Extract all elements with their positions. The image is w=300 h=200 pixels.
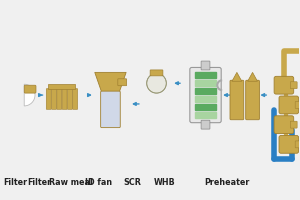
FancyBboxPatch shape: [290, 82, 297, 89]
Text: Raw meal: Raw meal: [49, 178, 93, 187]
FancyBboxPatch shape: [101, 91, 120, 128]
FancyBboxPatch shape: [24, 85, 36, 93]
FancyBboxPatch shape: [62, 89, 67, 109]
FancyBboxPatch shape: [290, 121, 297, 128]
Polygon shape: [248, 72, 257, 81]
FancyBboxPatch shape: [195, 80, 216, 86]
FancyBboxPatch shape: [195, 104, 216, 110]
Text: Filter: Filter: [27, 178, 51, 187]
FancyBboxPatch shape: [68, 89, 72, 109]
FancyBboxPatch shape: [73, 89, 78, 109]
Text: ID fan: ID fan: [85, 178, 112, 187]
FancyBboxPatch shape: [295, 141, 300, 148]
FancyBboxPatch shape: [52, 89, 56, 109]
Polygon shape: [95, 72, 126, 92]
FancyBboxPatch shape: [201, 61, 210, 70]
FancyBboxPatch shape: [195, 96, 216, 102]
FancyBboxPatch shape: [274, 76, 294, 94]
FancyBboxPatch shape: [201, 120, 210, 129]
Text: SCR: SCR: [124, 178, 141, 187]
FancyBboxPatch shape: [46, 89, 51, 109]
FancyBboxPatch shape: [279, 96, 298, 114]
Text: WHB: WHB: [154, 178, 176, 187]
FancyBboxPatch shape: [230, 80, 244, 120]
FancyBboxPatch shape: [246, 80, 260, 120]
Wedge shape: [24, 84, 35, 106]
FancyBboxPatch shape: [274, 116, 294, 134]
Text: Filter: Filter: [4, 178, 28, 187]
FancyBboxPatch shape: [57, 89, 62, 109]
FancyBboxPatch shape: [190, 67, 221, 123]
Text: Preheater: Preheater: [204, 178, 249, 187]
FancyBboxPatch shape: [118, 79, 127, 86]
FancyBboxPatch shape: [195, 88, 216, 94]
FancyBboxPatch shape: [195, 112, 216, 118]
FancyBboxPatch shape: [48, 84, 75, 89]
Polygon shape: [232, 72, 242, 81]
FancyBboxPatch shape: [295, 101, 300, 108]
FancyBboxPatch shape: [279, 136, 298, 153]
FancyBboxPatch shape: [195, 72, 216, 78]
Circle shape: [147, 73, 166, 93]
FancyBboxPatch shape: [150, 70, 163, 76]
